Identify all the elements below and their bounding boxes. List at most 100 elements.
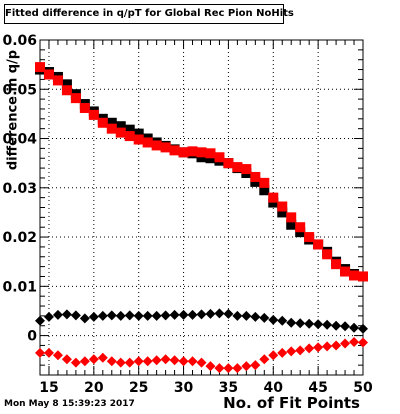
chart-title: Fitted difference in q/pT for Global Rec… bbox=[5, 8, 294, 19]
data-point bbox=[160, 354, 171, 365]
data-point bbox=[196, 309, 207, 320]
data-point bbox=[160, 142, 171, 153]
data-point bbox=[349, 336, 360, 347]
data-point bbox=[187, 356, 198, 367]
data-point bbox=[61, 309, 72, 320]
data-point bbox=[250, 311, 261, 322]
y-tick-label: 0.04 bbox=[2, 132, 37, 148]
data-point bbox=[196, 357, 207, 368]
data-point bbox=[61, 354, 72, 365]
data-point bbox=[115, 121, 126, 132]
data-point bbox=[169, 355, 180, 366]
data-point bbox=[241, 310, 252, 321]
data-point bbox=[340, 338, 351, 349]
data-point bbox=[232, 363, 243, 374]
data-point bbox=[250, 171, 261, 182]
x-tick-label: 45 bbox=[308, 380, 327, 396]
x-tick-label: 15 bbox=[39, 380, 58, 396]
data-point bbox=[178, 147, 189, 158]
data-point bbox=[79, 313, 90, 324]
data-point bbox=[133, 356, 144, 367]
data-point bbox=[331, 340, 342, 351]
chart-title-box: Fitted difference in q/pT for Global Rec… bbox=[4, 4, 294, 24]
y-tick-label: 0.06 bbox=[2, 33, 37, 49]
data-point bbox=[277, 207, 288, 218]
data-point bbox=[88, 354, 99, 365]
data-point bbox=[169, 145, 180, 156]
y-tick-label: 0.03 bbox=[2, 181, 37, 197]
data-point bbox=[133, 134, 144, 145]
data-point bbox=[358, 323, 368, 334]
data-point bbox=[358, 271, 368, 282]
y-tick-label: 0.01 bbox=[2, 279, 37, 295]
data-point bbox=[286, 317, 297, 328]
data-point bbox=[322, 341, 333, 352]
data-point bbox=[133, 128, 144, 139]
data-point bbox=[214, 308, 225, 319]
data-point bbox=[295, 318, 306, 329]
data-point bbox=[340, 266, 351, 277]
data-point bbox=[304, 318, 315, 329]
series-2 bbox=[35, 308, 368, 334]
series-layer bbox=[35, 62, 368, 374]
data-point bbox=[115, 127, 126, 138]
data-point bbox=[205, 148, 216, 159]
data-point bbox=[124, 310, 135, 321]
data-point bbox=[124, 131, 135, 142]
data-point bbox=[151, 310, 162, 321]
data-point bbox=[223, 158, 234, 169]
data-point bbox=[286, 212, 297, 223]
x-tick-label: 25 bbox=[129, 380, 148, 396]
data-point bbox=[223, 363, 234, 374]
data-point bbox=[259, 312, 270, 323]
data-point bbox=[124, 357, 135, 368]
data-point bbox=[106, 356, 117, 367]
data-point bbox=[61, 79, 72, 90]
data-point bbox=[178, 356, 189, 367]
data-point bbox=[259, 354, 270, 365]
y-tick-label: 0.05 bbox=[2, 82, 37, 98]
tick-layer: 15 20 25 30 35 40 45 50 0 0.01 0.02 0.03 0.04 0.05 0.0… bbox=[2, 33, 373, 396]
data-point bbox=[214, 363, 225, 374]
series-3 bbox=[35, 336, 368, 374]
y-axis-label: difference in q/p bbox=[5, 49, 21, 171]
data-point bbox=[43, 69, 54, 80]
data-point bbox=[151, 140, 162, 151]
data-point bbox=[286, 219, 297, 230]
x-tick-label: 35 bbox=[219, 380, 238, 396]
data-point bbox=[115, 357, 126, 368]
data-point bbox=[178, 309, 189, 320]
data-point bbox=[268, 192, 279, 203]
data-point bbox=[313, 319, 324, 330]
data-point bbox=[295, 345, 306, 356]
data-point bbox=[97, 352, 108, 363]
data-point bbox=[52, 350, 63, 361]
data-point bbox=[313, 239, 324, 250]
y-axis-label-box: difference in q/p bbox=[2, 30, 24, 190]
data-point bbox=[268, 350, 279, 361]
data-point bbox=[88, 311, 99, 322]
x-axis-label: No. of Fit Points bbox=[223, 394, 360, 412]
data-point bbox=[151, 355, 162, 366]
data-point bbox=[205, 361, 216, 372]
x-tick-label: 20 bbox=[84, 380, 104, 396]
x-tick-label: 50 bbox=[353, 380, 373, 396]
data-point bbox=[70, 357, 81, 368]
data-point bbox=[52, 75, 63, 86]
data-point bbox=[205, 308, 216, 319]
data-point bbox=[187, 146, 198, 157]
data-point bbox=[313, 342, 324, 353]
data-point bbox=[124, 124, 135, 135]
data-point bbox=[223, 308, 234, 319]
datestamp: Mon May 8 15:39:23 2017 bbox=[4, 399, 135, 409]
data-point bbox=[142, 356, 153, 367]
data-point bbox=[286, 346, 297, 357]
data-point bbox=[349, 322, 360, 333]
data-point bbox=[322, 249, 333, 260]
data-point bbox=[277, 315, 288, 326]
data-point bbox=[250, 360, 261, 371]
data-point bbox=[277, 347, 288, 358]
data-point bbox=[97, 117, 108, 128]
data-point bbox=[232, 162, 243, 173]
